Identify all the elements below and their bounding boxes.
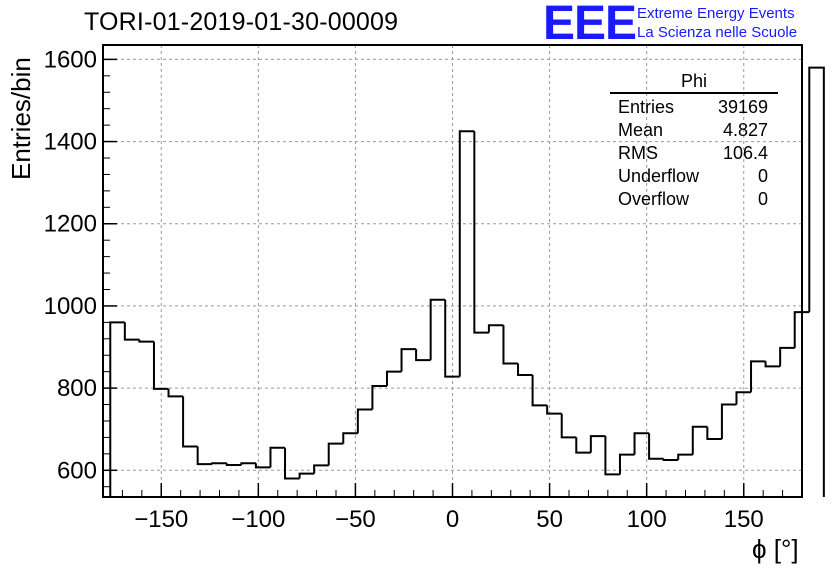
x-tick-label: 50 — [536, 506, 563, 533]
histogram-bin — [211, 462, 227, 465]
histogram-bin — [123, 322, 140, 341]
histogram-bin — [458, 130, 475, 377]
histogram-bin — [109, 321, 125, 497]
histogram-bin — [648, 433, 664, 460]
x-tick-label: −50 — [335, 506, 376, 533]
histogram-bin — [793, 311, 810, 348]
stats-row-underflow: Underflow 0 — [610, 165, 778, 188]
stats-label: Underflow — [618, 166, 700, 186]
histogram-bin — [400, 348, 417, 372]
stats-label: Overflow — [618, 189, 690, 209]
histogram-bin — [152, 341, 169, 390]
logo-line-1: Extreme Energy Events — [637, 5, 795, 22]
histogram-bin — [444, 299, 460, 378]
chart-title: TORI-01-2019-01-30-00009 — [84, 8, 399, 36]
histogram-bin — [327, 442, 344, 466]
histogram-bin — [138, 339, 154, 343]
x-tick-label: −150 — [134, 506, 188, 533]
histogram-bin — [342, 432, 358, 444]
histogram-bin — [502, 325, 519, 365]
y-tick-label: 1200 — [44, 211, 97, 238]
stats-row-overflow: Overflow 0 — [610, 188, 778, 211]
y-tick-label: 1000 — [44, 293, 97, 320]
histogram-bin — [633, 432, 650, 455]
histogram-bin — [240, 462, 256, 465]
histogram-bin — [575, 437, 591, 454]
histogram-bin — [429, 298, 446, 361]
histogram-bin — [298, 472, 315, 479]
histogram-bin — [589, 435, 606, 453]
histogram-bin — [691, 425, 708, 455]
stats-value: 4.827 — [722, 120, 768, 140]
histogram-bin — [531, 374, 548, 407]
histogram-bin — [546, 405, 562, 415]
stats-title: Phi — [680, 71, 707, 91]
grid-lines — [103, 45, 802, 497]
histogram-bin — [618, 453, 635, 475]
histogram-bin — [764, 361, 781, 368]
y-tick-label: 1400 — [44, 129, 97, 156]
stats-label: RMS — [618, 143, 658, 163]
histogram-bin — [415, 349, 431, 362]
y-tick-label: 1600 — [44, 46, 97, 73]
histogram-bin — [182, 396, 198, 448]
histogram-bin — [560, 413, 577, 439]
histogram-bin — [706, 426, 722, 441]
histogram-bin — [735, 391, 752, 405]
histogram-bin — [677, 453, 693, 461]
x-tick-label: 0 — [446, 506, 459, 533]
histogram-bin — [356, 408, 373, 434]
stats-value: 0 — [757, 189, 768, 209]
plot-frame — [102, 44, 803, 498]
stats-row-mean: Mean 4.827 — [610, 119, 778, 142]
axis-ticks — [102, 58, 803, 497]
histogram-bin — [473, 131, 489, 334]
stats-label: Entries — [618, 97, 675, 117]
stats-row-rms: RMS 106.4 — [610, 142, 778, 165]
histogram-bin — [254, 463, 271, 469]
x-axis-label: ϕ [°] — [752, 534, 799, 564]
logo-caption: Extreme Energy Events La Scienza nelle S… — [637, 4, 797, 42]
histogram-bin — [604, 436, 620, 476]
stats-value: 0 — [757, 166, 768, 186]
axis-tick-labels: −150 −100 −50 0 50 100 150 600 800 1000 1200 1400 16… — [44, 46, 764, 533]
y-axis-label: Entries/bin — [6, 57, 36, 180]
histogram-bin — [750, 360, 766, 393]
histogram-bin — [284, 447, 300, 480]
histogram-bin — [487, 324, 504, 333]
histogram-bin — [167, 388, 184, 398]
histogram-bin — [662, 458, 679, 462]
y-tick-label: 600 — [57, 457, 97, 484]
stats-box: Phi Entries 39169 Mean 4.827 RMS 106.4 U… — [610, 70, 778, 211]
stats-value: 39169 — [717, 97, 768, 117]
stats-label: Mean — [618, 120, 664, 140]
x-tick-label: 100 — [627, 506, 667, 533]
histogram-bin — [779, 346, 795, 367]
histogram-bin — [225, 463, 242, 466]
stats-row-entries: Entries 39169 — [610, 96, 778, 119]
histogram-bin — [720, 403, 737, 440]
x-tick-label: −100 — [231, 506, 285, 533]
histogram-bin — [313, 464, 329, 474]
stats-divider — [610, 92, 778, 94]
stats-value: 106.4 — [722, 143, 768, 163]
y-tick-label: 800 — [57, 375, 97, 402]
histogram-bin — [808, 66, 825, 497]
histogram-bin — [269, 446, 286, 468]
histogram-bin — [371, 385, 387, 410]
histogram-bin — [196, 446, 213, 466]
histogram-bin — [517, 363, 533, 376]
histogram-bin — [385, 370, 402, 387]
logo-line-2: La Scienza nelle Scuole — [637, 24, 798, 41]
x-tick-label: 150 — [724, 506, 764, 533]
histogram-bins — [109, 66, 825, 497]
eee-logo: EEE — [543, 0, 637, 50]
